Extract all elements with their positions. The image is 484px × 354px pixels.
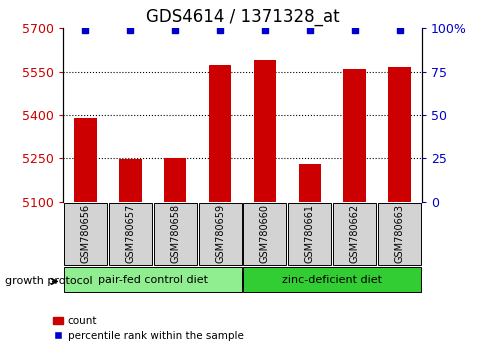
Bar <box>74 118 96 202</box>
Text: zinc-deficient diet: zinc-deficient diet <box>282 275 381 285</box>
FancyBboxPatch shape <box>243 203 286 265</box>
Text: pair-fed control diet: pair-fed control diet <box>98 275 207 285</box>
FancyBboxPatch shape <box>153 203 197 265</box>
Text: GSM780659: GSM780659 <box>214 204 225 263</box>
FancyBboxPatch shape <box>64 203 107 265</box>
Text: GSM780658: GSM780658 <box>170 204 180 263</box>
Bar <box>253 60 275 202</box>
Title: GDS4614 / 1371328_at: GDS4614 / 1371328_at <box>145 8 339 25</box>
Legend: count, percentile rank within the sample: count, percentile rank within the sample <box>49 312 247 345</box>
FancyBboxPatch shape <box>377 203 420 265</box>
Bar <box>164 159 186 202</box>
FancyBboxPatch shape <box>108 203 151 265</box>
Text: GSM780660: GSM780660 <box>259 204 270 263</box>
Bar <box>298 164 320 202</box>
Text: growth protocol: growth protocol <box>5 276 92 286</box>
Bar <box>388 67 410 202</box>
Text: GSM780661: GSM780661 <box>304 204 314 263</box>
FancyBboxPatch shape <box>287 203 331 265</box>
FancyBboxPatch shape <box>333 203 376 265</box>
Text: GSM780657: GSM780657 <box>125 204 135 263</box>
Text: GSM780656: GSM780656 <box>80 204 91 263</box>
FancyBboxPatch shape <box>64 267 241 292</box>
Bar <box>343 69 365 202</box>
Text: GSM780662: GSM780662 <box>349 204 359 263</box>
FancyBboxPatch shape <box>198 203 241 265</box>
FancyBboxPatch shape <box>243 267 420 292</box>
Bar <box>119 159 141 202</box>
Bar <box>209 65 231 202</box>
Text: GSM780663: GSM780663 <box>393 204 404 263</box>
